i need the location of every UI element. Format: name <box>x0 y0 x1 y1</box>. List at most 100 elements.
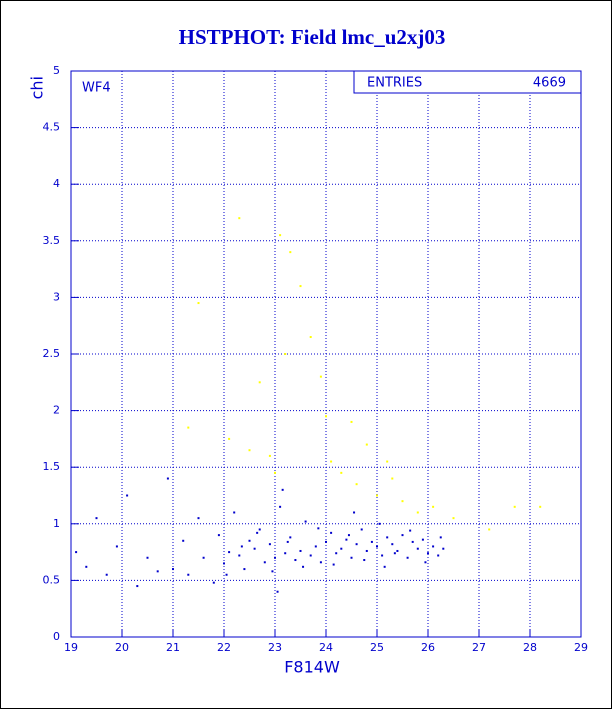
point <box>488 528 491 531</box>
point <box>248 539 251 542</box>
point <box>424 561 427 564</box>
point <box>432 545 435 548</box>
point <box>381 554 384 557</box>
point <box>330 460 333 463</box>
point <box>340 547 343 550</box>
point <box>240 545 243 548</box>
point <box>146 556 149 559</box>
point <box>228 551 231 554</box>
x-tick-label: 22 <box>217 641 231 654</box>
point <box>365 443 368 446</box>
point <box>253 547 256 550</box>
point <box>187 426 190 429</box>
point <box>309 336 312 339</box>
point <box>115 545 118 548</box>
x-tick-label: 29 <box>574 641 588 654</box>
point <box>319 561 322 564</box>
point <box>437 554 440 557</box>
point <box>95 517 98 520</box>
point <box>197 517 200 520</box>
point <box>319 375 322 378</box>
point <box>228 437 231 440</box>
y-tick-label: 5 <box>53 64 60 77</box>
point <box>212 581 215 584</box>
x-tick-label: 24 <box>319 641 333 654</box>
point <box>314 545 317 548</box>
x-tick-label: 21 <box>166 641 180 654</box>
point <box>432 505 435 508</box>
point <box>396 549 399 552</box>
point <box>217 534 220 537</box>
point <box>317 527 320 530</box>
point <box>513 505 516 508</box>
stats-value: 4669 <box>533 76 566 91</box>
point <box>289 536 292 539</box>
point <box>391 543 394 546</box>
point <box>166 477 169 480</box>
chart-title: HSTPHOT: Field lmc_u2xj03 <box>179 25 446 49</box>
plot-frame <box>70 70 582 638</box>
point <box>256 531 259 534</box>
point <box>442 547 445 550</box>
y-tick-label: 4 <box>53 177 60 190</box>
point <box>274 556 276 559</box>
panel-label: WF4 <box>82 81 111 96</box>
point <box>268 454 271 457</box>
point <box>238 554 241 557</box>
point <box>539 505 542 508</box>
x-axis-label: F814W <box>284 658 340 677</box>
point <box>258 381 261 384</box>
point <box>284 552 287 555</box>
point <box>378 522 381 525</box>
point <box>294 559 297 562</box>
point <box>370 540 373 543</box>
point <box>258 528 261 531</box>
point <box>376 545 378 548</box>
point <box>353 511 356 514</box>
x-tick-label: 20 <box>115 641 129 654</box>
point <box>421 538 424 541</box>
point <box>248 449 251 452</box>
y-tick-label: 1.5 <box>43 460 61 473</box>
point <box>286 540 289 543</box>
point <box>85 565 88 568</box>
point <box>363 559 366 562</box>
point <box>202 556 205 559</box>
y-tick-label: 0 <box>53 630 60 643</box>
y-tick-label: 3 <box>53 290 60 303</box>
point <box>335 552 338 555</box>
point <box>376 494 378 497</box>
point <box>325 540 327 543</box>
point <box>383 565 386 568</box>
y-axis-label: chi <box>28 76 47 99</box>
x-tick-label: 27 <box>472 641 486 654</box>
point <box>281 488 284 491</box>
point <box>416 547 419 550</box>
point <box>299 285 302 288</box>
point <box>126 494 129 497</box>
point <box>401 500 404 503</box>
point <box>156 570 159 573</box>
point <box>365 549 368 552</box>
point <box>302 565 305 568</box>
point <box>386 460 389 463</box>
point <box>243 568 246 571</box>
x-tick-label: 19 <box>64 641 78 654</box>
point <box>187 573 190 576</box>
point <box>393 552 396 555</box>
point <box>355 483 358 486</box>
point <box>136 585 139 588</box>
y-tick-label: 4.5 <box>43 121 61 134</box>
stats-label: ENTRIES <box>367 76 422 91</box>
point <box>406 556 409 559</box>
point <box>345 538 348 541</box>
point <box>197 302 200 305</box>
point <box>274 471 276 474</box>
y-tick-label: 2 <box>53 404 60 417</box>
point <box>263 561 266 564</box>
x-tick-label: 26 <box>421 641 435 654</box>
x-tick-label: 23 <box>268 641 282 654</box>
point <box>233 511 236 514</box>
point <box>350 420 353 423</box>
point <box>304 520 307 523</box>
